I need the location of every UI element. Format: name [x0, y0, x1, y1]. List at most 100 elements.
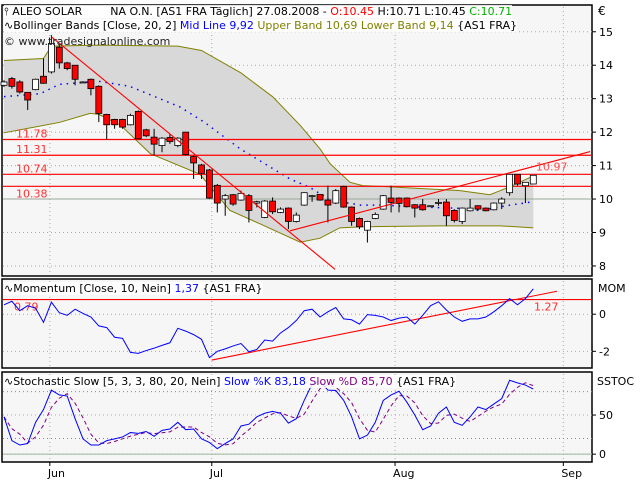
candle-body	[490, 202, 498, 211]
candle-body	[379, 195, 387, 210]
trendline	[289, 151, 591, 232]
candle-body	[229, 194, 237, 205]
month-label: Aug	[393, 467, 414, 480]
watermark: © www.tradesignalonline.com	[4, 35, 171, 48]
candle-body	[205, 169, 213, 199]
candle-body	[166, 137, 174, 142]
bollinger-legend: ∿Bollinger Bands [Close, 20, 2] Mid Line…	[4, 19, 518, 32]
stoch-d-line	[3, 382, 534, 446]
candle-body	[411, 204, 419, 209]
candle-body	[482, 207, 490, 212]
bollinger-name: Bollinger Bands [Close, 20, 2]	[13, 19, 177, 32]
candle-body	[103, 114, 111, 126]
candle	[63, 61, 71, 71]
candle-body	[198, 164, 205, 174]
stoch-name: Stochastic Slow [5, 3, 3, 80, 20, Nein]	[13, 375, 221, 388]
bollinger-band-fill	[4, 45, 534, 243]
candle-body	[0, 81, 8, 86]
stoch-axis-title: SSTOC	[597, 375, 635, 388]
candle	[308, 195, 316, 202]
candle	[324, 185, 332, 223]
candle	[205, 168, 213, 200]
candle	[142, 128, 150, 138]
header-legend: ⫯ ALEO SOLAR NA O.N. [AS1 FRA Täglich] 2…	[4, 5, 513, 18]
candle-body	[237, 192, 245, 201]
symbol-name: ALEO SOLAR	[12, 5, 83, 18]
candle	[24, 91, 32, 111]
candle-body	[174, 137, 182, 146]
candle-body	[466, 207, 474, 212]
candle-body	[111, 119, 118, 126]
candle-body	[55, 46, 63, 64]
candle-body	[427, 205, 435, 208]
candle	[482, 207, 490, 212]
candle-body	[221, 195, 229, 200]
symbol-info: NA O.N. [AS1 FRA Täglich] 27.08.2008 -	[110, 5, 327, 18]
candle	[411, 204, 419, 218]
candle-body	[48, 43, 55, 73]
candle	[498, 197, 506, 210]
indicator-icon: ∿	[4, 282, 14, 295]
currency-label: €	[598, 4, 606, 18]
horizontal-line-label: 11.31	[16, 143, 48, 156]
candle-body	[71, 64, 79, 80]
price-tick-label: 12	[599, 126, 613, 139]
candle	[522, 181, 529, 204]
candle	[229, 194, 237, 206]
candle-body	[245, 195, 253, 211]
candle-body	[324, 199, 332, 206]
bollinger-bands: Upper Band 10,69 Lower Band 9,14	[257, 19, 454, 32]
candle	[261, 200, 269, 219]
price-tick-label: 9	[599, 227, 606, 240]
stoch-k-line	[3, 379, 534, 450]
candle-body	[316, 193, 324, 201]
candle	[119, 118, 126, 129]
candle-body	[79, 81, 87, 84]
candle	[79, 81, 87, 84]
candle-body	[16, 81, 24, 93]
stoch-market: {AS1 FRA}	[396, 375, 457, 388]
bollinger-mid-line	[3, 80, 534, 212]
candle-body	[142, 129, 150, 137]
momentum-market: {AS1 FRA}	[202, 282, 263, 295]
price-tick-label: 14	[599, 59, 613, 72]
candle	[371, 212, 379, 220]
candle-body	[514, 173, 521, 185]
candle	[71, 64, 79, 86]
candle-body	[269, 200, 277, 213]
candle-body	[158, 137, 166, 146]
bollinger-mid: Mid Line 9,92	[179, 19, 254, 32]
candle-body	[474, 205, 482, 210]
price-tick-label: 10	[599, 193, 613, 206]
candle	[87, 78, 95, 96]
candle	[103, 113, 111, 140]
candle-body	[24, 91, 32, 101]
candle	[292, 212, 300, 223]
candle	[158, 137, 166, 153]
candle	[435, 199, 442, 206]
horizontal-line-label: 11.78	[16, 127, 48, 140]
candle-body	[87, 78, 95, 90]
candle-body	[340, 185, 348, 208]
candle-body	[63, 62, 71, 69]
candle-body	[363, 221, 371, 231]
candle	[32, 78, 39, 91]
candle-body	[119, 119, 126, 128]
candle	[190, 155, 198, 179]
candle	[16, 80, 24, 94]
candle-body	[300, 192, 308, 206]
candle	[198, 163, 205, 179]
candle-body	[95, 85, 103, 114]
candle	[387, 185, 395, 213]
candle	[529, 174, 537, 185]
candle	[458, 207, 466, 225]
candle-icon: ⫯	[4, 5, 9, 18]
candle-body	[213, 184, 221, 204]
candle	[127, 113, 134, 126]
candle	[284, 207, 292, 230]
close-value: C:10.71	[469, 5, 513, 18]
candle	[111, 118, 118, 129]
candle	[55, 45, 63, 69]
candle	[442, 199, 450, 226]
